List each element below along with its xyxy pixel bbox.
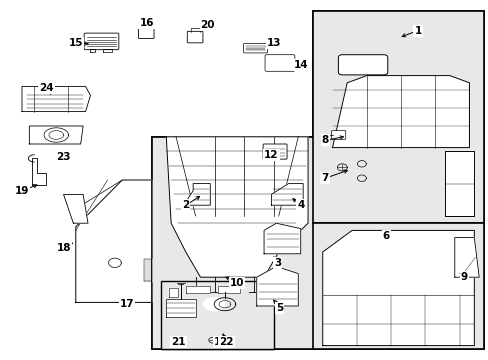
Polygon shape — [332, 76, 468, 148]
Polygon shape — [271, 184, 303, 205]
Bar — [161, 281, 273, 349]
Text: 19: 19 — [15, 186, 29, 196]
Text: 6: 6 — [382, 231, 389, 241]
Text: 21: 21 — [171, 337, 185, 347]
Text: 15: 15 — [68, 38, 83, 48]
Bar — [161, 281, 273, 349]
Text: 4: 4 — [296, 200, 304, 210]
FancyBboxPatch shape — [243, 44, 267, 53]
Bar — [312, 223, 483, 349]
Polygon shape — [185, 286, 210, 293]
Polygon shape — [22, 86, 90, 112]
FancyBboxPatch shape — [338, 55, 387, 75]
Polygon shape — [322, 230, 473, 346]
Polygon shape — [183, 184, 210, 205]
FancyBboxPatch shape — [84, 33, 119, 50]
Polygon shape — [32, 158, 46, 185]
Bar — [151, 137, 327, 349]
Polygon shape — [76, 180, 151, 302]
Text: 24: 24 — [39, 83, 54, 93]
Polygon shape — [256, 266, 298, 306]
Text: 8: 8 — [321, 135, 328, 145]
Bar — [312, 11, 483, 223]
Text: 12: 12 — [264, 150, 278, 160]
Polygon shape — [90, 49, 95, 52]
Polygon shape — [63, 194, 88, 223]
Text: 2: 2 — [182, 200, 189, 210]
Text: 23: 23 — [56, 152, 71, 162]
Text: 17: 17 — [120, 299, 134, 309]
Polygon shape — [264, 223, 300, 254]
Text: 18: 18 — [56, 243, 71, 253]
Text: 5: 5 — [276, 303, 283, 313]
Text: 7: 7 — [321, 173, 328, 183]
Text: 10: 10 — [229, 278, 244, 288]
Polygon shape — [29, 126, 83, 144]
Text: 22: 22 — [219, 337, 233, 347]
FancyBboxPatch shape — [264, 55, 294, 71]
Text: 20: 20 — [200, 20, 215, 30]
Text: 14: 14 — [293, 60, 307, 70]
Polygon shape — [454, 238, 478, 277]
FancyBboxPatch shape — [187, 31, 203, 43]
Text: 13: 13 — [266, 38, 281, 48]
Bar — [312, 223, 483, 349]
Polygon shape — [203, 298, 224, 311]
Polygon shape — [166, 299, 195, 317]
Text: 1: 1 — [414, 26, 421, 36]
Text: 11: 11 — [213, 337, 228, 347]
Polygon shape — [168, 288, 178, 297]
Bar — [151, 137, 327, 349]
Polygon shape — [102, 49, 112, 52]
FancyBboxPatch shape — [331, 131, 345, 139]
Text: 9: 9 — [460, 272, 467, 282]
Bar — [312, 11, 483, 223]
FancyBboxPatch shape — [263, 144, 286, 159]
Polygon shape — [217, 286, 239, 293]
Text: 3: 3 — [274, 258, 281, 268]
FancyBboxPatch shape — [138, 26, 154, 39]
Text: 16: 16 — [139, 18, 154, 28]
Polygon shape — [444, 151, 473, 216]
Polygon shape — [144, 259, 151, 281]
Polygon shape — [166, 137, 307, 277]
